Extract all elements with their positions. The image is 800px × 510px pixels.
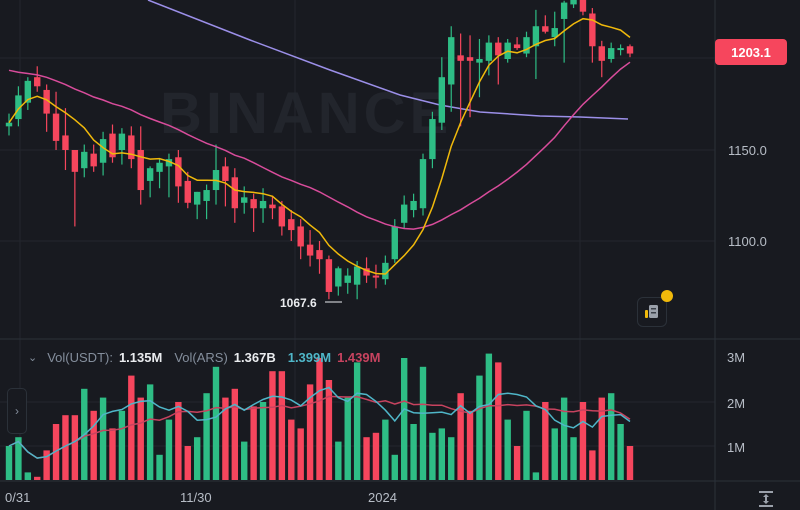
- collapse-chevron-icon[interactable]: ⌄: [28, 352, 38, 364]
- vol-usdt-value: 1.135M: [118, 350, 163, 365]
- volume-tick-1m: 1M: [727, 440, 746, 455]
- time-tick-1: 0/31: [5, 490, 31, 505]
- vol-ars-label: Vol(ARS): [174, 350, 228, 365]
- time-tick-3: 2024: [368, 490, 397, 505]
- current-price-tag: 1203.1: [715, 39, 787, 65]
- volume-tick-2m: 2M: [727, 396, 746, 411]
- auto-scale-icon: [759, 491, 773, 507]
- vol-ma1-value: 1.399M: [287, 350, 332, 365]
- period-low-label: 1067.6: [280, 296, 317, 310]
- notification-dot: [661, 290, 673, 302]
- price-tick-1150: 1150.0: [728, 143, 767, 158]
- chevron-right-icon: ›: [15, 404, 19, 418]
- price-tick-1100: 1100.0: [728, 234, 767, 249]
- news-button[interactable]: [637, 297, 667, 327]
- watermark-text: BINANCE: [160, 81, 453, 146]
- auto-scale-button[interactable]: [755, 489, 777, 509]
- news-icon: [645, 305, 658, 318]
- time-tick-2: 11/30: [180, 490, 212, 505]
- expand-panel-button[interactable]: ›: [7, 388, 27, 434]
- vol-ars-value: 1.367B: [233, 350, 276, 365]
- volume-tick-3m: 3M: [727, 350, 746, 365]
- vol-usdt-label: Vol(USDT):: [47, 350, 113, 365]
- vol-ma2-value: 1.439M: [337, 350, 381, 365]
- volume-legend: ⌄ Vol(USDT): 1.135M Vol(ARS) 1.367B 1.39…: [28, 350, 380, 365]
